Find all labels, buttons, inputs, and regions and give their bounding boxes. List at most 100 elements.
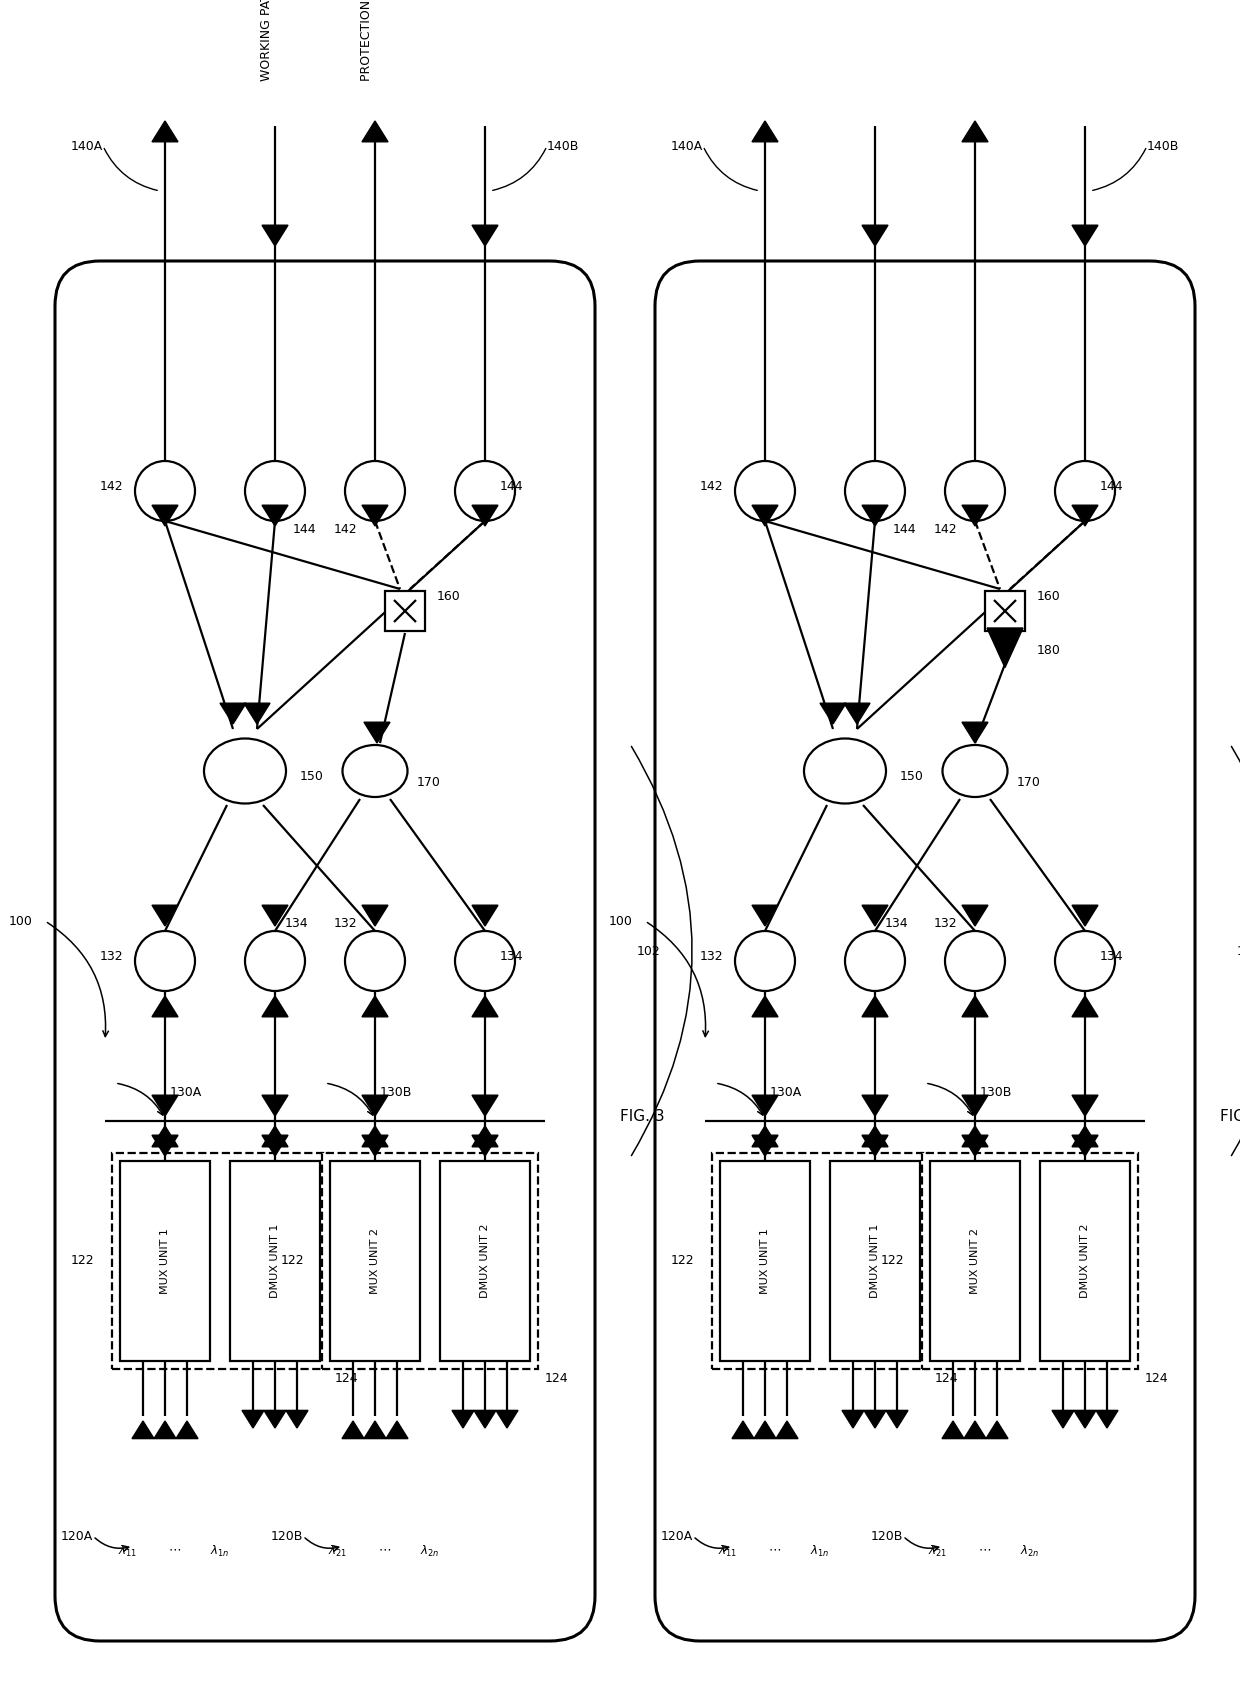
Polygon shape [262, 1096, 288, 1116]
Polygon shape [751, 1126, 777, 1146]
Text: 122: 122 [280, 1255, 304, 1267]
Circle shape [135, 931, 195, 990]
Text: 170: 170 [417, 777, 441, 790]
Polygon shape [472, 505, 498, 526]
Polygon shape [820, 704, 846, 724]
Polygon shape [942, 1421, 963, 1438]
Text: 124: 124 [1145, 1372, 1168, 1386]
Polygon shape [242, 1411, 264, 1428]
Polygon shape [887, 1411, 908, 1428]
Polygon shape [844, 704, 870, 724]
Text: FIG. 4: FIG. 4 [1220, 1109, 1240, 1124]
Bar [112, 1153, 329, 1369]
Polygon shape [862, 1126, 888, 1146]
Text: DMUX UNIT 1: DMUX UNIT 1 [270, 1225, 280, 1297]
Circle shape [1055, 461, 1115, 521]
Text: $\lambda_{2n}$: $\lambda_{2n}$ [1021, 1543, 1039, 1559]
Text: $\cdots$: $\cdots$ [378, 1542, 392, 1555]
Polygon shape [864, 1411, 887, 1428]
Polygon shape [1073, 1096, 1097, 1116]
Polygon shape [862, 505, 888, 526]
Polygon shape [751, 1135, 777, 1157]
Text: 120B: 120B [870, 1530, 903, 1542]
Text: 124: 124 [935, 1372, 959, 1386]
Text: 150: 150 [900, 770, 924, 782]
Circle shape [735, 931, 795, 990]
Polygon shape [262, 505, 288, 526]
Polygon shape [244, 704, 270, 724]
Bar [384, 590, 425, 631]
Text: 100: 100 [9, 914, 33, 928]
Text: 122: 122 [880, 1255, 904, 1267]
Text: $\cdots$: $\cdots$ [978, 1542, 992, 1555]
Polygon shape [962, 1135, 988, 1157]
Polygon shape [754, 1421, 776, 1438]
Polygon shape [1073, 505, 1097, 526]
Text: 132: 132 [334, 916, 357, 929]
Text: 122: 122 [671, 1255, 694, 1267]
Polygon shape [362, 906, 388, 926]
Text: 120B: 120B [270, 1530, 303, 1542]
Polygon shape [386, 1421, 408, 1438]
Text: 134: 134 [500, 950, 523, 963]
Text: $\cdots$: $\cdots$ [769, 1542, 781, 1555]
Polygon shape [751, 996, 777, 1018]
Polygon shape [153, 1126, 179, 1146]
Polygon shape [862, 1135, 888, 1157]
Circle shape [455, 931, 515, 990]
Text: $\lambda_{21}$: $\lambda_{21}$ [327, 1543, 347, 1559]
Polygon shape [262, 226, 288, 246]
Polygon shape [472, 1135, 498, 1157]
Text: 144: 144 [293, 522, 316, 536]
Polygon shape [342, 1421, 365, 1438]
Polygon shape [1073, 1126, 1097, 1146]
Bar [830, 1162, 920, 1360]
Polygon shape [472, 996, 498, 1018]
Text: 132: 132 [99, 950, 123, 963]
Text: MUX UNIT 1: MUX UNIT 1 [760, 1228, 770, 1294]
Text: 130B: 130B [980, 1085, 1012, 1099]
Polygon shape [362, 120, 388, 142]
Text: $\lambda_{11}$: $\lambda_{11}$ [718, 1543, 737, 1559]
Polygon shape [286, 1411, 308, 1428]
Polygon shape [153, 906, 179, 926]
Text: 122: 122 [71, 1255, 94, 1267]
Polygon shape [842, 1411, 864, 1428]
Bar [923, 1153, 1138, 1369]
FancyBboxPatch shape [655, 261, 1195, 1642]
Polygon shape [751, 906, 777, 926]
Text: MUX UNIT 2: MUX UNIT 2 [970, 1228, 980, 1294]
Text: 142: 142 [99, 480, 123, 492]
Circle shape [246, 931, 305, 990]
Circle shape [1055, 931, 1115, 990]
Ellipse shape [942, 745, 1007, 797]
Polygon shape [1073, 226, 1097, 246]
Polygon shape [153, 996, 179, 1018]
Text: DMUX UNIT 1: DMUX UNIT 1 [870, 1225, 880, 1297]
Bar [322, 1153, 538, 1369]
Polygon shape [262, 1135, 288, 1157]
Text: PROTECTION PATH: PROTECTION PATH [361, 0, 373, 81]
Text: 160: 160 [1037, 590, 1060, 602]
Polygon shape [472, 226, 498, 246]
Polygon shape [862, 226, 888, 246]
Text: 130B: 130B [379, 1085, 413, 1099]
Text: $\lambda_{2n}$: $\lambda_{2n}$ [420, 1543, 439, 1559]
Text: 134: 134 [885, 916, 909, 929]
Polygon shape [153, 1096, 179, 1116]
Polygon shape [962, 120, 988, 142]
Ellipse shape [205, 738, 286, 804]
Polygon shape [1073, 1135, 1097, 1157]
Circle shape [345, 461, 405, 521]
Circle shape [455, 461, 515, 521]
Polygon shape [962, 505, 988, 526]
Text: $\lambda_{1n}$: $\lambda_{1n}$ [810, 1543, 830, 1559]
Circle shape [246, 461, 305, 521]
Text: 130A: 130A [770, 1085, 802, 1099]
Text: 124: 124 [546, 1372, 569, 1386]
Polygon shape [362, 1126, 388, 1146]
Polygon shape [1073, 996, 1097, 1018]
Text: 150: 150 [300, 770, 324, 782]
Polygon shape [362, 996, 388, 1018]
Circle shape [345, 931, 405, 990]
